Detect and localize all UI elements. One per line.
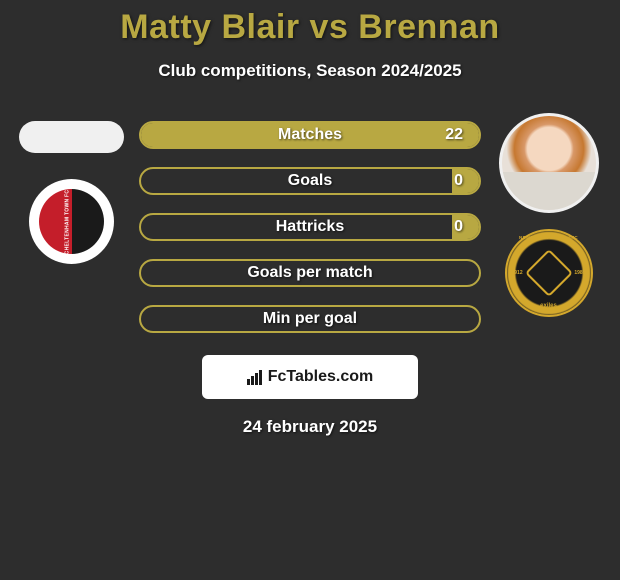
- stat-label: Goals per match: [141, 264, 479, 282]
- team-badge-right-year-left: 1912: [512, 270, 523, 276]
- comparison-row: CHELTENHAM TOWN FC Matches 22 Goals 0 Ha…: [0, 121, 620, 333]
- stat-bar-goals: Goals 0: [139, 167, 481, 195]
- bar-chart-icon: [247, 370, 262, 385]
- team-badge-left: CHELTENHAM TOWN FC: [29, 179, 114, 264]
- stat-bar-matches: Matches 22: [139, 121, 481, 149]
- player-right-photo: [499, 113, 599, 213]
- player-right-column: NEWPORT COUNTY AFC 1912 1989 exiles: [491, 121, 606, 317]
- team-badge-right: NEWPORT COUNTY AFC 1912 1989 exiles: [505, 229, 593, 317]
- team-badge-right-top-text: NEWPORT COUNTY AFC: [507, 235, 591, 240]
- team-badge-left-inner: [39, 189, 104, 254]
- page-title: Matty Blair vs Brennan: [0, 8, 620, 47]
- stat-bar-min-per-goal: Min per goal: [139, 305, 481, 333]
- team-badge-right-center-shape: [524, 249, 572, 297]
- stat-label: Goals: [141, 172, 479, 190]
- stat-value-right: 0: [454, 218, 463, 236]
- stat-value-right: 22: [445, 126, 463, 144]
- page-subtitle: Club competitions, Season 2024/2025: [0, 61, 620, 81]
- badge-left-black-half: [72, 189, 105, 254]
- fctables-branding[interactable]: FcTables.com: [202, 355, 418, 399]
- stat-label: Matches: [141, 126, 479, 144]
- team-badge-left-text: CHELTENHAM TOWN FC: [64, 189, 70, 254]
- comparison-date: 24 february 2025: [0, 417, 620, 437]
- stat-label: Min per goal: [141, 310, 479, 328]
- team-badge-right-year-right: 1989: [574, 270, 585, 276]
- fctables-text: FcTables.com: [268, 368, 374, 386]
- team-badge-right-bottom-text: exiles: [507, 303, 591, 309]
- player-left-photo: [19, 121, 124, 153]
- stats-column: Matches 22 Goals 0 Hattricks 0 Goals per…: [139, 121, 481, 333]
- stat-label: Hattricks: [141, 218, 479, 236]
- comparison-card: Matty Blair vs Brennan Club competitions…: [0, 0, 620, 437]
- player-left-column: CHELTENHAM TOWN FC: [14, 121, 129, 264]
- stat-value-right: 0: [454, 172, 463, 190]
- stat-bar-hattricks: Hattricks 0: [139, 213, 481, 241]
- stat-bar-goals-per-match: Goals per match: [139, 259, 481, 287]
